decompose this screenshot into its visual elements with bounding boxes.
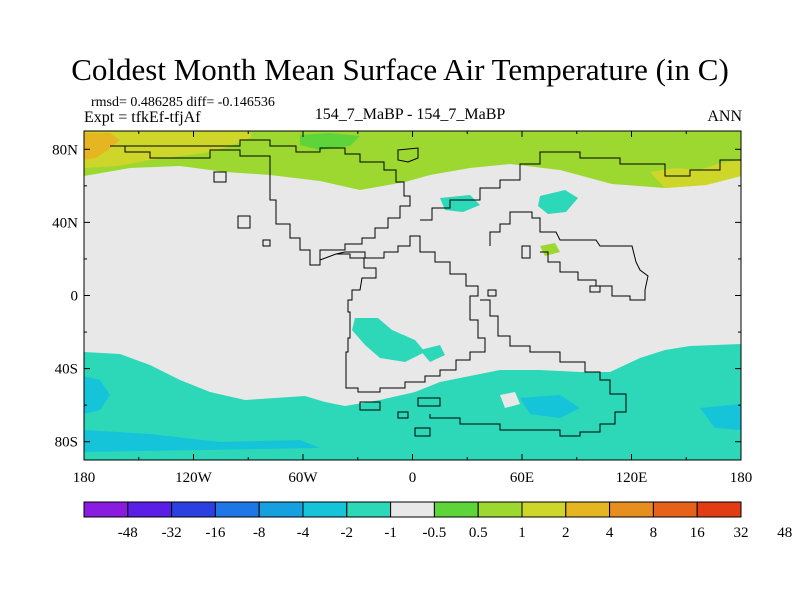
y-tick-label: 0 — [71, 289, 79, 305]
colorbar-swatch — [696, 501, 742, 518]
colorbar-swatch — [609, 501, 654, 518]
y-tick-label: 40S — [55, 362, 78, 378]
colorbar-label: -4 — [297, 525, 310, 541]
colorbar-label: 2 — [562, 525, 570, 541]
x-tick-label: 60W — [288, 470, 318, 486]
arctic-band-yellow — [84, 131, 252, 168]
island-outline-8 — [589, 285, 601, 293]
cool-patch-atlantic — [352, 318, 425, 362]
colorbar-label: 0.5 — [469, 525, 488, 541]
colorbar-swatch — [390, 501, 435, 518]
map-axes: 180 120W 60W 0 60E 120E 180 80N 40N 0 40S 80S — [52, 131, 752, 486]
southern-band-cyan-4 — [84, 430, 320, 452]
experiment-label: Expt = tfkEf-tfjAf — [84, 109, 201, 126]
stats-text: rmsd= 0.486285 diff= -0.146536 — [91, 95, 275, 110]
island-outline-4 — [414, 427, 431, 437]
colorbar-swatch — [433, 501, 479, 518]
colorbar-label: -8 — [253, 525, 266, 541]
cool-patch-south-atlantic — [420, 345, 445, 362]
southern-band-cyan — [84, 376, 110, 414]
colorbar-label: 16 — [690, 525, 706, 541]
colorbar-label: -32 — [162, 525, 182, 541]
colorbar-label: -2 — [341, 525, 354, 541]
continent-outlines — [110, 139, 741, 437]
arctic-band-light — [300, 133, 360, 150]
colorbar-label: 8 — [650, 525, 658, 541]
island-outline-1 — [359, 401, 381, 411]
island-outline-7 — [213, 171, 227, 183]
colorbar: -48 -32 -16 -8 -4 -2 -1 -0.5 0.5 1 2 4 8 16 32 48 — [83, 501, 792, 541]
warm-patch-east — [540, 243, 560, 256]
plot-title: Coldest Month Mean Surface Air Temperatu… — [71, 52, 729, 87]
y-tick-label: 80S — [55, 435, 78, 451]
y-tick-label: 80N — [52, 142, 78, 158]
island-outline-3 — [417, 397, 441, 407]
island-outline-5 — [237, 215, 251, 229]
colorbar-swatch — [171, 501, 216, 518]
season-label: ANN — [707, 108, 742, 125]
asia-outline — [489, 211, 649, 301]
island-outline-2 — [397, 411, 409, 419]
y-tick-label: 40N — [52, 215, 78, 231]
x-tick-label: 60E — [510, 470, 534, 486]
colorbar-swatch — [83, 501, 129, 518]
colorbar-label: -0.5 — [423, 525, 447, 541]
colorbar-label: -16 — [205, 525, 225, 541]
colorbar-swatch — [127, 501, 173, 518]
arctic-band-orange — [84, 133, 120, 160]
colorbar-swatch — [302, 501, 348, 518]
colorbar-label: 32 — [734, 525, 749, 541]
greenland-outline — [397, 147, 419, 163]
colorbar-label: -48 — [118, 525, 138, 541]
colorbar-swatch — [258, 501, 304, 518]
colorbar-swatch — [346, 501, 392, 518]
southern-band-cyan-3 — [700, 404, 741, 430]
colorbar-swatch — [565, 501, 611, 518]
island-outline-6 — [262, 239, 271, 247]
colorbar-swatch — [214, 501, 260, 518]
colorbar-label: 1 — [518, 525, 526, 541]
cool-patch-tethys-2 — [538, 190, 578, 214]
southern-band-cyan-2 — [520, 395, 580, 418]
colorbar-swatch — [477, 501, 523, 518]
x-tick-label: 120W — [175, 470, 213, 486]
x-tick-label: 180 — [730, 470, 753, 486]
x-tick-label: 180 — [73, 470, 96, 486]
x-tick-label: 120E — [616, 470, 648, 486]
colorbar-label: 4 — [606, 525, 614, 541]
north-america-outline — [110, 139, 411, 266]
africa-outline — [420, 151, 741, 221]
center-label: 154_7_MaBP - 154_7_MaBP — [314, 106, 506, 123]
colorbar-swatch — [652, 501, 698, 518]
south-america-outline — [319, 235, 486, 393]
eurasia-south-outline — [429, 299, 627, 437]
island-outline-9 — [487, 289, 497, 297]
colorbar-swatch — [521, 501, 567, 518]
southern-band-teal — [84, 344, 741, 460]
southern-white-hole — [500, 392, 520, 408]
island-outline-10 — [521, 245, 531, 259]
arctic-band-yellow-2 — [650, 160, 741, 188]
colorbar-label: 48 — [777, 525, 792, 541]
x-tick-label: 0 — [409, 470, 417, 486]
colorbar-label: -1 — [384, 525, 397, 541]
